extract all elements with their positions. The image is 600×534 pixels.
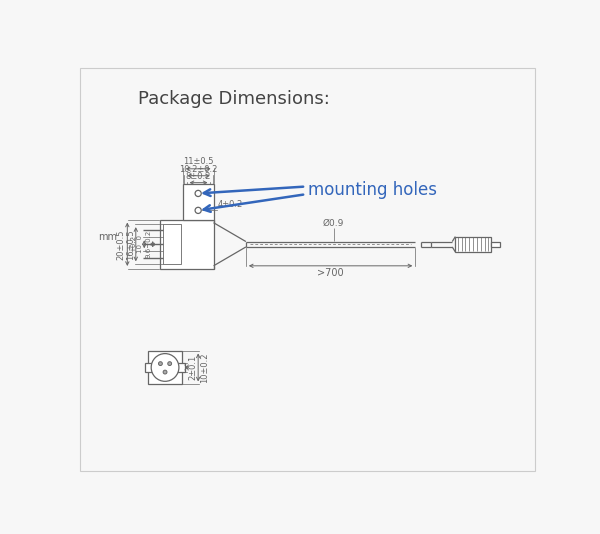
Text: 10.2±0.2: 10.2±0.2: [179, 165, 218, 174]
Text: Package Dimensions:: Package Dimensions:: [138, 90, 330, 108]
Circle shape: [195, 190, 201, 197]
Text: 9.6−0.2: 9.6−0.2: [146, 230, 152, 258]
Bar: [455, 237, 491, 252]
Text: 4±0.2: 4±0.2: [217, 200, 242, 209]
Circle shape: [168, 362, 172, 366]
Text: 20±0.5: 20±0.5: [117, 229, 126, 260]
Circle shape: [151, 354, 179, 381]
Bar: [148, 350, 182, 384]
Text: 8±0.2: 8±0.2: [186, 172, 211, 181]
Text: mm: mm: [98, 232, 117, 241]
Bar: [163, 224, 181, 264]
Bar: [183, 184, 214, 219]
Text: 10±0.2: 10±0.2: [200, 352, 209, 383]
Circle shape: [195, 207, 201, 214]
Text: >700: >700: [317, 268, 344, 278]
Bar: [160, 219, 214, 269]
Circle shape: [158, 362, 163, 366]
Text: +0.2
10  0: +0.2 10 0: [130, 235, 143, 253]
Text: 2±0.1: 2±0.1: [188, 355, 197, 380]
Bar: [145, 363, 185, 372]
Circle shape: [163, 370, 167, 374]
Text: 16±0.5: 16±0.5: [126, 229, 135, 260]
Text: Ø0.9: Ø0.9: [323, 218, 344, 227]
Text: mounting holes: mounting holes: [308, 182, 437, 199]
Text: 11±0.5: 11±0.5: [183, 158, 214, 167]
Bar: [491, 242, 500, 247]
